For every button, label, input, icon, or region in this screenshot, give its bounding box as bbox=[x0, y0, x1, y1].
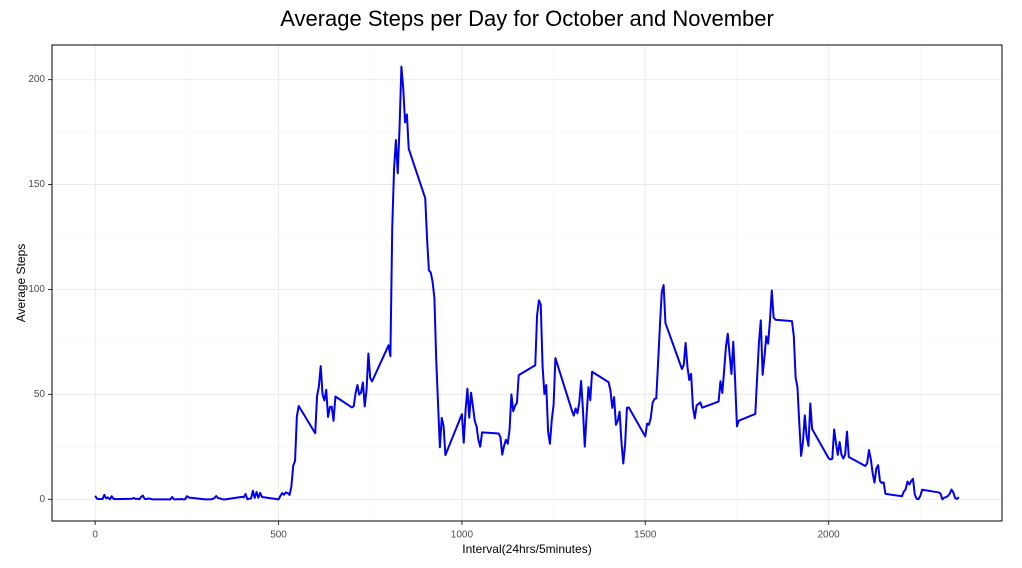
x-tick-label: 1000 bbox=[451, 530, 474, 541]
data-line bbox=[94, 65, 960, 501]
y-axis-label: Average Steps bbox=[14, 244, 28, 323]
y-tick-label: 0 bbox=[39, 494, 45, 505]
chart-title: Average Steps per Day for October and No… bbox=[280, 6, 774, 31]
y-tick-label: 100 bbox=[28, 284, 45, 295]
y-tick-label: 200 bbox=[28, 74, 45, 85]
x-axis-label: Interval(24hrs/5minutes) bbox=[462, 542, 591, 556]
x-tick-label: 0 bbox=[92, 530, 98, 541]
y-tick-label: 50 bbox=[34, 389, 46, 400]
x-tick-label: 1500 bbox=[634, 530, 657, 541]
plot-border bbox=[51, 44, 1003, 522]
x-tick-label: 500 bbox=[270, 530, 287, 541]
y-tick-label: 150 bbox=[28, 179, 45, 190]
x-tick-label: 2000 bbox=[818, 530, 841, 541]
